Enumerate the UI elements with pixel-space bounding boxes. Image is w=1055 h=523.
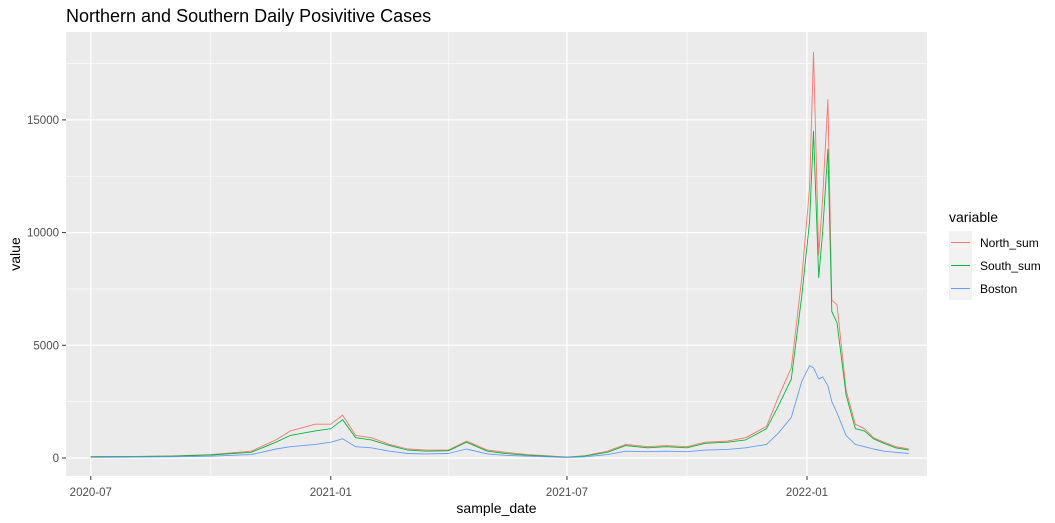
y-tick-label: 10000	[27, 228, 59, 240]
minor-grid	[66, 32, 927, 476]
plot-panel	[66, 32, 927, 476]
legend: variable North_sum South_sum Boston	[949, 209, 1041, 300]
y-tick-labels: 0 5000 10000 15000	[27, 115, 59, 465]
x-tick-label: 2021-01	[310, 487, 352, 499]
y-tick-label: 0	[53, 453, 59, 465]
series-lines	[90, 51, 909, 458]
legend-label-North_sum: North_sum	[980, 236, 1039, 250]
y-tick-label: 5000	[33, 340, 59, 352]
legend-title: variable	[949, 209, 998, 225]
axis-ticks	[62, 119, 808, 480]
x-tick-label: 2021-07	[546, 487, 588, 499]
legend-label-South_sum: South_sum	[980, 259, 1041, 273]
y-tick-label: 15000	[27, 115, 59, 127]
legend-label-Boston: Boston	[980, 282, 1017, 296]
series-line-Boston	[90, 365, 909, 458]
major-grid	[66, 32, 927, 476]
chart-title: Northern and Southern Daily Posivitive C…	[66, 6, 431, 26]
x-tick-label: 2020-07	[70, 487, 112, 499]
x-tick-label: 2022-01	[786, 487, 828, 499]
y-axis-title: value	[7, 237, 23, 271]
x-tick-labels: 2020-07 2021-01 2021-07 2022-01	[70, 487, 828, 499]
x-axis-title: sample_date	[456, 500, 536, 516]
series-line-South_sum	[90, 130, 909, 458]
